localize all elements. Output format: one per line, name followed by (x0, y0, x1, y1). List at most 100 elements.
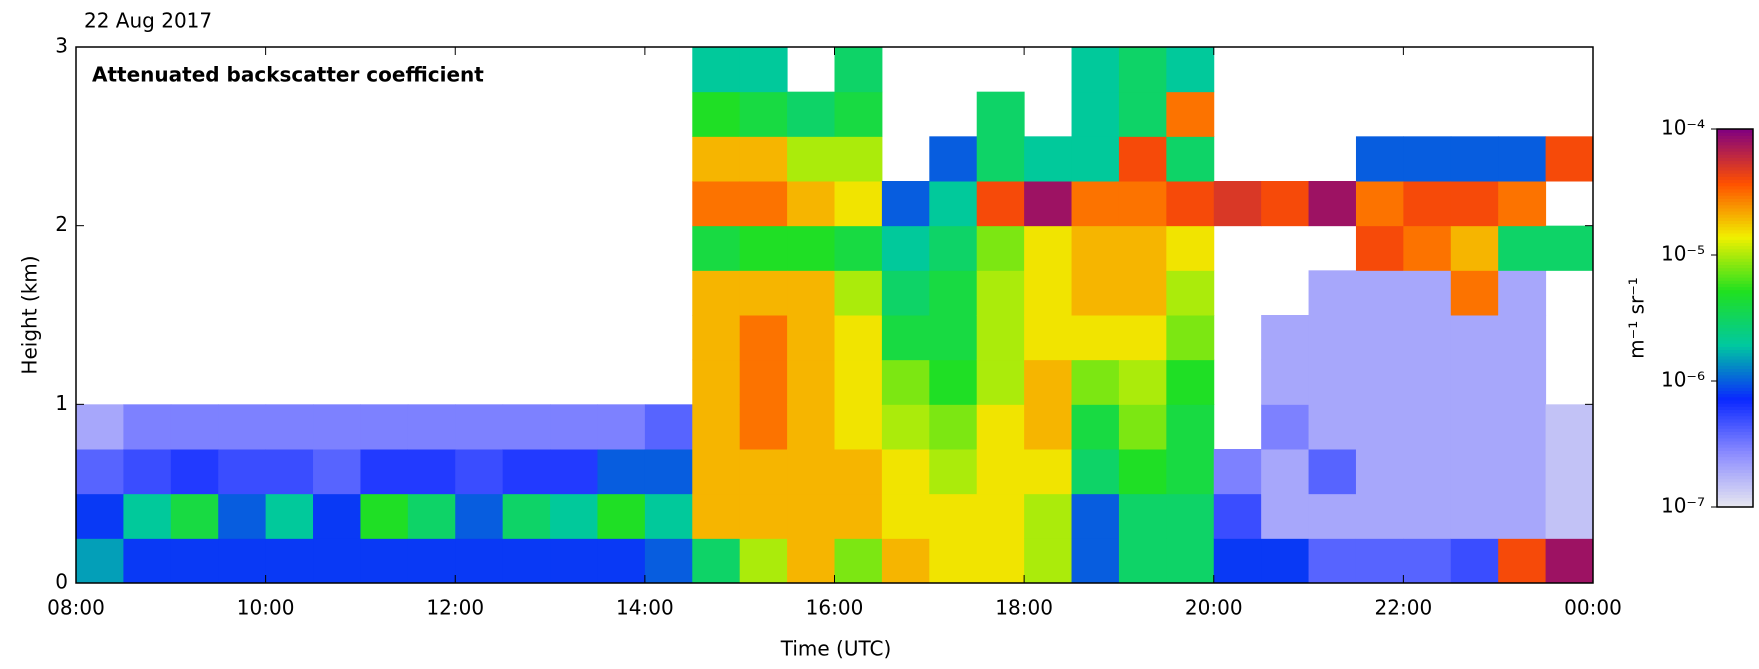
heatmap-cell (502, 404, 551, 450)
heatmap-cell (313, 404, 361, 450)
heatmap-cell (1355, 493, 1404, 539)
colorbar-swatch (1717, 248, 1753, 253)
heatmap-cell (929, 404, 978, 450)
heatmap-cell (976, 225, 1025, 271)
heatmap-cell (1498, 538, 1547, 584)
heatmap-cell (455, 538, 504, 584)
heatmap-cell (1545, 136, 1594, 182)
heatmap-cell (739, 47, 788, 93)
colorbar-swatch (1717, 129, 1753, 133)
heatmap-cell (1498, 493, 1547, 539)
heatmap-cell (1545, 493, 1594, 539)
heatmap-cell (739, 91, 788, 137)
colorbar-swatch (1717, 251, 1753, 256)
heatmap-cell (881, 270, 930, 316)
heatmap-cell (929, 270, 978, 316)
heatmap-cell (1498, 136, 1547, 182)
heatmap-cell (1403, 315, 1452, 361)
heatmap-cell (1071, 538, 1120, 584)
colorbar-swatch (1717, 214, 1753, 218)
colorbar-swatch (1717, 472, 1753, 477)
heatmap-cell (881, 359, 930, 405)
heatmap-cell (739, 181, 788, 227)
colorbar-swatch (1717, 308, 1753, 313)
colorbar-swatch (1717, 330, 1753, 335)
heatmap-cell (1450, 136, 1499, 182)
heatmap-cell (1355, 404, 1404, 450)
colorbar-swatch (1717, 220, 1753, 225)
x-tick-label: 10:00 (237, 596, 295, 620)
colorbar-swatch (1717, 261, 1753, 266)
colorbar-swatch (1717, 500, 1753, 505)
colorbar-swatch (1717, 232, 1753, 237)
colorbar-swatch (1717, 409, 1753, 414)
heatmap-cell (1403, 538, 1452, 584)
colorbar-swatch (1717, 138, 1753, 143)
heatmap-cell (881, 538, 930, 584)
heatmap-cell (1024, 136, 1073, 182)
colorbar-swatch (1717, 299, 1753, 303)
heatmap-cell (834, 538, 883, 584)
heatmap-cell (692, 91, 741, 137)
heatmap-cell (929, 181, 978, 227)
heatmap-cell (265, 449, 314, 495)
heatmap-cell (1071, 47, 1120, 93)
heatmap-cell (1166, 270, 1215, 316)
colorbar-swatch (1717, 311, 1753, 316)
heatmap-cell (1403, 493, 1452, 539)
heatmap-cell (834, 449, 883, 495)
heatmap-cell (550, 538, 598, 584)
heatmap-cell (929, 225, 978, 271)
colorbar-swatch (1717, 270, 1753, 275)
heatmap-cell (1024, 315, 1073, 361)
colorbar-swatch (1717, 169, 1753, 174)
heatmap-cell (1118, 315, 1167, 361)
colorbar-swatch (1717, 412, 1753, 417)
heatmap-cell (170, 493, 219, 539)
heatmap-cell (360, 449, 409, 495)
heatmap-cell (1166, 359, 1215, 405)
heatmap-cell (976, 181, 1025, 227)
heatmap-cell (1166, 404, 1215, 450)
heatmap-cell (1498, 359, 1547, 405)
heatmap-cell (123, 493, 172, 539)
heatmap-cell (1355, 270, 1404, 316)
colorbar-swatch (1717, 478, 1753, 483)
x-tick-label: 12:00 (426, 596, 484, 620)
x-tick-label: 00:00 (1564, 596, 1622, 620)
colorbar-swatch (1717, 242, 1753, 247)
heatmap-cell (455, 449, 504, 495)
heatmap-cell (550, 449, 598, 495)
colorbar-swatch (1717, 198, 1753, 203)
heatmap-cell (360, 538, 409, 584)
colorbar-swatch (1717, 349, 1753, 354)
colorbar-swatch (1717, 358, 1753, 363)
heatmap-cell (1308, 404, 1357, 450)
colorbar-swatch (1717, 434, 1753, 439)
date: 22 Aug 2017 (84, 9, 212, 33)
colorbar-swatch (1717, 346, 1753, 351)
heatmap-cell (502, 493, 551, 539)
chart-title: Attenuated backscatter coefficient (92, 63, 484, 87)
heatmap-cell (929, 136, 978, 182)
colorbar-swatch (1717, 135, 1753, 140)
colorbar-swatch (1717, 176, 1753, 180)
heatmap-cell (1450, 225, 1499, 271)
heatmap-cell (597, 404, 646, 450)
heatmap-cell (929, 493, 978, 539)
heatmap-cell (170, 404, 219, 450)
heatmap-cell (739, 225, 788, 271)
heatmap-cell (787, 225, 835, 271)
colorbar-swatch (1717, 425, 1753, 429)
heatmap-cell (1450, 359, 1499, 405)
heatmap-cell (1166, 225, 1215, 271)
heatmap-cell (1308, 270, 1357, 316)
x-tick-label: 16:00 (806, 596, 864, 620)
heatmap-cell (1261, 359, 1310, 405)
colorbar-swatch (1717, 421, 1753, 426)
colorbar-swatch (1717, 210, 1753, 215)
heatmap-cell (881, 449, 930, 495)
heatmap-cell (692, 47, 741, 93)
heatmap-cell (1024, 404, 1073, 450)
heatmap-cell (1118, 493, 1167, 539)
